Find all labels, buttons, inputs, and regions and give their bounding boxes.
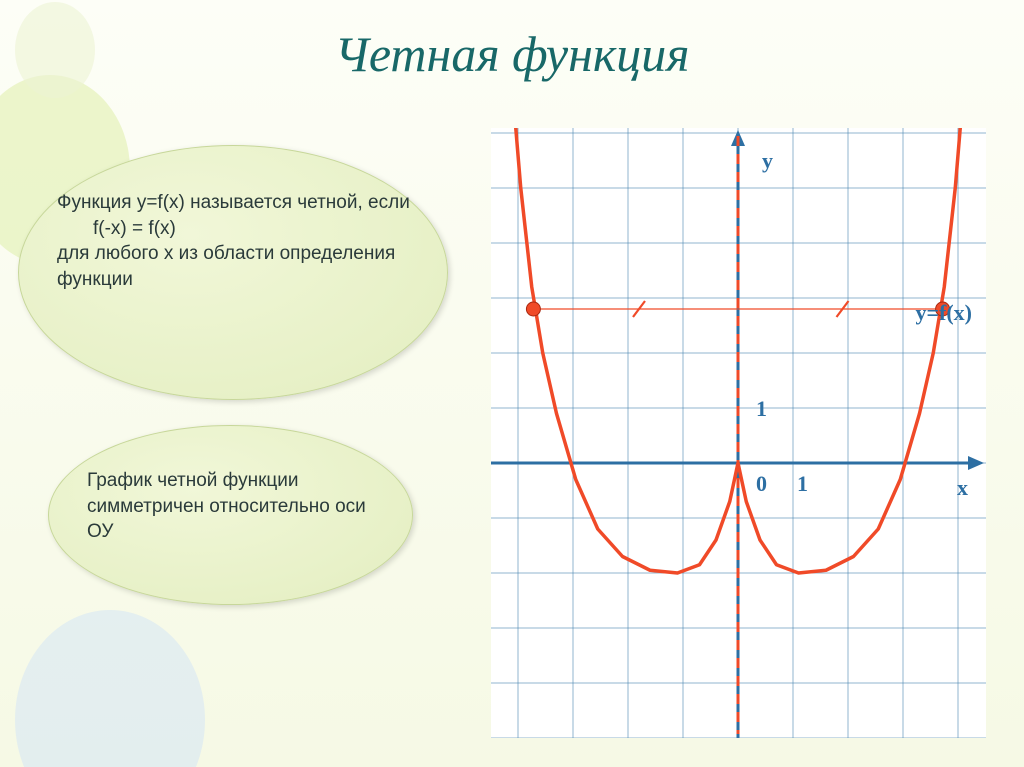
symmetry-bubble: График четной функции симметричен относи… <box>48 425 413 605</box>
definition-formula: f(-x) = f(x) <box>57 216 415 242</box>
svg-text:1: 1 <box>797 471 808 496</box>
chart-container: y x 0 1 1 y=f(x) <box>491 128 986 738</box>
svg-text:0: 0 <box>756 471 767 496</box>
symmetry-text: График четной функции симметричен относи… <box>87 470 366 542</box>
definition-bubble: Функция y=f(x) называется четной, если f… <box>18 145 448 400</box>
svg-text:1: 1 <box>756 396 767 421</box>
svg-text:x: x <box>957 475 968 500</box>
slide-title: Четная функция <box>0 25 1024 83</box>
svg-text:y=f(x): y=f(x) <box>915 300 972 325</box>
definition-text-line2: для любого x из области определения функ… <box>57 243 395 290</box>
function-chart: y x 0 1 1 y=f(x) <box>491 128 986 738</box>
definition-text-line1: Функция y=f(x) называется четной, если <box>57 192 410 213</box>
svg-text:y: y <box>762 148 773 173</box>
